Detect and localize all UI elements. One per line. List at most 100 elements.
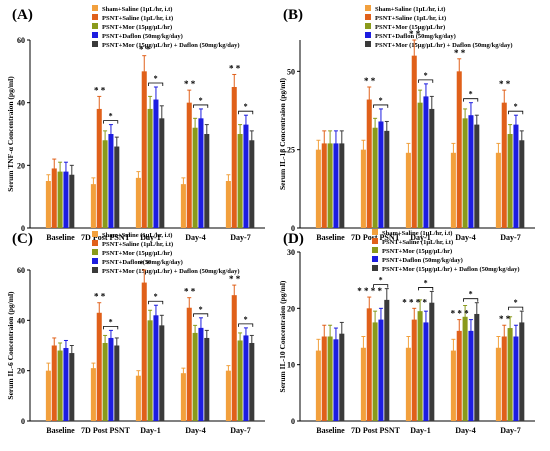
significance-bracket xyxy=(463,98,479,102)
x-tick-label: Day-7 xyxy=(500,426,520,435)
x-tick-label: Day-1 xyxy=(410,426,430,435)
y-tick-label: 30 xyxy=(287,248,295,257)
significance-bracket xyxy=(193,313,209,317)
significance-bracket xyxy=(418,79,434,83)
bar xyxy=(372,127,378,228)
bar xyxy=(51,345,57,421)
bar xyxy=(429,302,435,421)
bar xyxy=(339,143,345,228)
x-tick-label: Day-4 xyxy=(455,426,475,435)
significance-bracket xyxy=(193,104,209,108)
bar xyxy=(321,336,327,421)
bar xyxy=(450,152,456,228)
significance-bracket xyxy=(148,82,164,86)
bar xyxy=(462,118,468,228)
legend-entry: PSNT+Mor (15µg/µL/hr) xyxy=(102,24,172,31)
legend-entry: PSNT+Daflon (50mg/kg/day) xyxy=(375,33,456,40)
significance-bracket xyxy=(373,104,389,108)
bracket-star: * xyxy=(199,96,203,105)
bar xyxy=(141,282,147,421)
bar xyxy=(153,315,159,421)
bar xyxy=(63,348,69,421)
bar xyxy=(204,337,210,421)
bar xyxy=(417,311,423,421)
bracket-star: * xyxy=(424,71,428,80)
legend-swatch xyxy=(365,23,371,29)
x-tick-label: 7D Post PSNT xyxy=(81,426,131,435)
y-tick-label: 50 xyxy=(287,67,295,76)
bar xyxy=(51,168,57,228)
bar xyxy=(450,350,456,421)
significance-stars: * * xyxy=(364,76,376,86)
bar xyxy=(411,55,417,228)
y-tick-label: 60 xyxy=(17,266,25,275)
bar xyxy=(468,115,474,228)
y-axis-label: Serum IL-10 Concentraion (pg/ml) xyxy=(278,280,287,392)
bar xyxy=(57,171,63,228)
bar xyxy=(372,322,378,421)
legend-entry: PSNT+Daflon (50mg/kg/day) xyxy=(102,33,183,40)
bar xyxy=(159,118,165,228)
legend-entry: PSNT+Saline (1µL/hr, i.t) xyxy=(102,15,173,22)
significance-stars: * * xyxy=(454,48,466,58)
significance-stars: * * xyxy=(229,274,241,284)
bar xyxy=(204,134,210,228)
legend-entry: PSNT+Saline (1µL/hr, i.t) xyxy=(375,15,446,22)
legend-swatch xyxy=(92,5,98,11)
x-tick-label: Day-1 xyxy=(140,426,160,435)
bar xyxy=(90,368,96,421)
x-tick-label: Day-4 xyxy=(185,233,205,242)
bar xyxy=(45,181,51,228)
y-tick-label: 25 xyxy=(287,146,295,155)
y-tick-label: 20 xyxy=(287,304,295,313)
legend-swatch xyxy=(372,238,378,244)
legend-swatch xyxy=(92,267,98,273)
x-tick-label: 7D Post PSNT xyxy=(351,233,401,242)
x-tick-label: 7D Post PSNT xyxy=(351,426,401,435)
bar xyxy=(495,347,501,421)
bar xyxy=(249,342,255,421)
bar xyxy=(327,143,333,228)
bar xyxy=(405,152,411,228)
y-axis-label: Serum TNF-α Concentraion (pg/ml) xyxy=(6,76,15,192)
y-tick-label: 0 xyxy=(21,224,25,233)
bar xyxy=(96,108,102,228)
bar xyxy=(384,299,390,421)
legend-entry: PSNT+Mor (15µg/µL/hr) + Daflon (50mg/kg/… xyxy=(375,42,513,49)
y-tick-label: 40 xyxy=(17,316,25,325)
bracket-star: * xyxy=(109,317,113,326)
bar xyxy=(249,140,255,228)
bracket-star: * xyxy=(514,298,518,307)
x-tick-label: Day-1 xyxy=(410,233,430,242)
legend-swatch xyxy=(372,247,378,253)
significance-bracket xyxy=(103,120,119,124)
bracket-star: * xyxy=(244,102,248,111)
bar xyxy=(501,102,507,228)
x-tick-label: 7D Post PSNT xyxy=(81,233,131,242)
bar xyxy=(519,140,525,228)
bar xyxy=(462,316,468,421)
bar xyxy=(429,108,435,228)
significance-stars: * * xyxy=(229,63,241,73)
bar xyxy=(45,370,51,421)
bar xyxy=(507,134,513,228)
significance-bracket xyxy=(418,287,434,291)
legend-entry: Sham+Saline (1µL/hr, i.t) xyxy=(102,232,172,239)
bar xyxy=(456,71,462,228)
significance-stars: * * xyxy=(184,79,196,89)
bar xyxy=(339,333,345,421)
bar xyxy=(384,130,390,228)
y-axis-label: Serum IL-1β Concentraion (pg/ml) xyxy=(278,77,287,190)
bar xyxy=(135,177,141,228)
significance-bracket xyxy=(373,284,389,288)
bracket-star: * xyxy=(379,96,383,105)
legend-swatch xyxy=(92,240,98,246)
bar xyxy=(108,134,114,228)
y-tick-label: 20 xyxy=(17,161,25,170)
bar xyxy=(474,313,480,421)
x-tick-label: Day-7 xyxy=(230,426,250,435)
bar xyxy=(378,121,384,228)
legend-entry: PSNT+Mor (15µg/µL/hr) + Daflon (50mg/kg/… xyxy=(382,266,520,273)
y-tick-label: 0 xyxy=(291,417,295,426)
y-tick-label: 40 xyxy=(17,99,25,108)
